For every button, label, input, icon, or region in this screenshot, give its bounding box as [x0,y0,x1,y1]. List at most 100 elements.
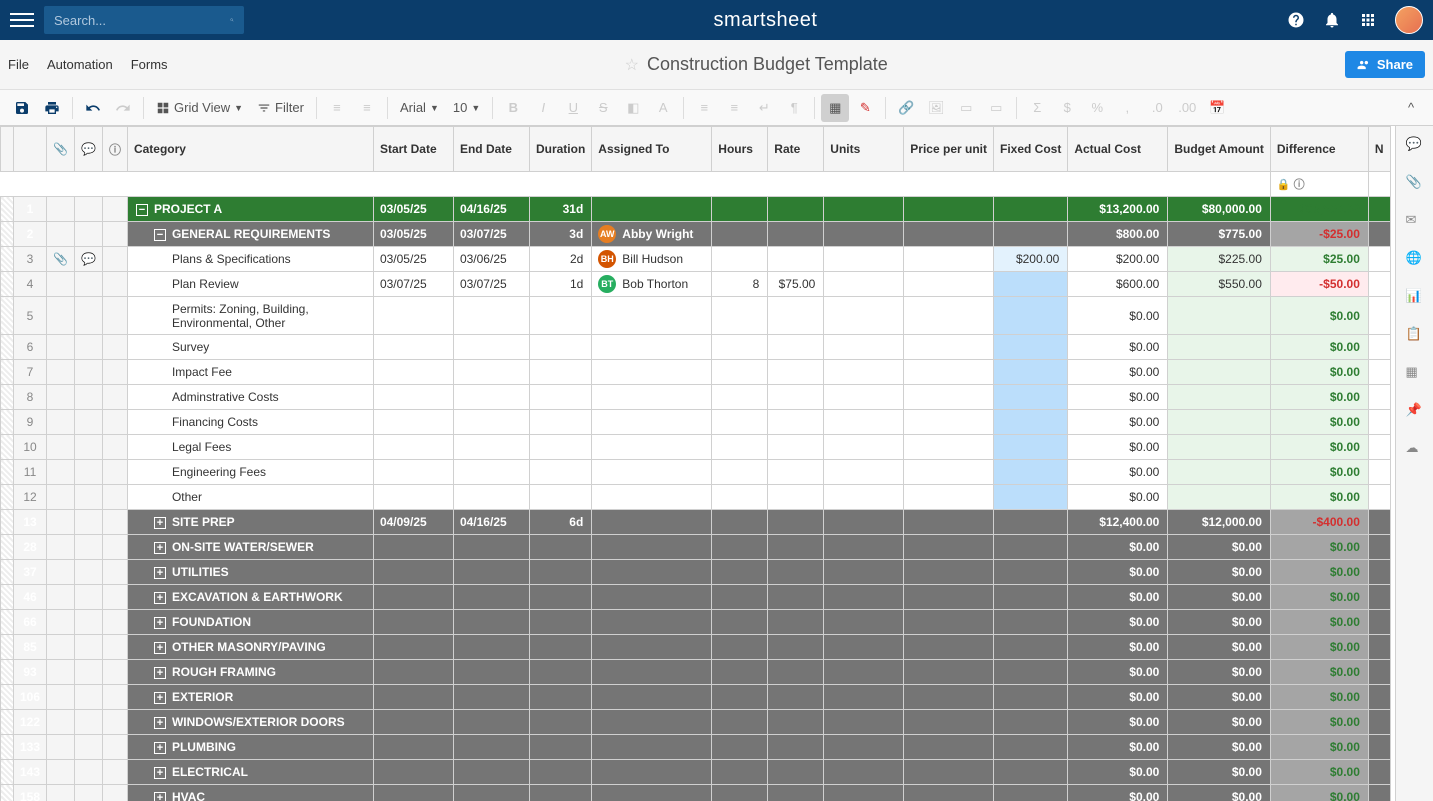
table-row[interactable]: 10Legal Fees$0.00$0.00 [1,435,1391,460]
fontsize-dropdown[interactable]: 10▼ [447,94,486,122]
table-row[interactable]: 46+EXCAVATION & EARTHWORK$0.00$0.00$0.00 [1,585,1391,610]
insert-icon[interactable]: ▭ [952,94,980,122]
undo-icon[interactable] [79,94,107,122]
doc-title[interactable]: Construction Budget Template [647,54,888,75]
col-rownum[interactable] [14,127,47,172]
col-units[interactable]: Units [824,127,904,172]
search-input[interactable] [54,13,230,28]
table-row[interactable]: 143+ELECTRICAL$0.00$0.00$0.00 [1,760,1391,785]
strike-icon[interactable]: S [589,94,617,122]
menu-file[interactable]: File [8,57,29,72]
col-end[interactable]: End Date [453,127,529,172]
col-n[interactable]: N [1368,127,1390,172]
help-icon[interactable] [1287,11,1305,29]
thousands-icon[interactable]: , [1113,94,1141,122]
table-row[interactable]: 6Survey$0.00$0.00 [1,335,1391,360]
expand-icon[interactable]: + [154,792,166,801]
user-avatar[interactable] [1395,6,1423,34]
expand-icon[interactable]: + [154,567,166,579]
table-row[interactable]: 93+ROUGH FRAMING$0.00$0.00$0.00 [1,660,1391,685]
table-row[interactable]: 3📎💬Plans & Specifications03/05/2503/06/2… [1,247,1391,272]
link-icon[interactable]: 🔗 [892,94,920,122]
table-row[interactable]: 5Permits: Zoning, Building, Environmenta… [1,297,1391,335]
table-row[interactable]: 28+ON-SITE WATER/SEWER$0.00$0.00$0.00 [1,535,1391,560]
table-row[interactable]: 7Impact Fee$0.00$0.00 [1,360,1391,385]
expand-icon[interactable]: + [154,717,166,729]
share-button[interactable]: Share [1345,51,1425,78]
notification-icon[interactable] [1323,11,1341,29]
remove-icon[interactable]: ▭ [982,94,1010,122]
col-diff[interactable]: Difference [1270,127,1368,172]
expand-icon[interactable]: − [136,204,148,216]
menu-automation[interactable]: Automation [47,57,113,72]
align-left-icon[interactable]: ≡ [690,94,718,122]
expand-icon[interactable]: + [154,667,166,679]
rail-brand-icon[interactable]: ▦ [1406,364,1424,382]
table-row[interactable]: 1−PROJECT A03/05/2504/16/2531d$13,200.00… [1,197,1391,222]
bold-icon[interactable]: B [499,94,527,122]
rail-attach-icon[interactable]: 📎 [1406,174,1424,192]
save-icon[interactable] [8,94,36,122]
table-row[interactable]: 158+HVAC$0.00$0.00$0.00 [1,785,1391,801]
rail-pin-icon[interactable]: 📌 [1406,402,1424,420]
col-budget[interactable]: Budget Amount [1168,127,1271,172]
expand-icon[interactable]: + [154,642,166,654]
col-actual[interactable]: Actual Cost [1068,127,1168,172]
pen-icon[interactable]: ✎ [851,94,879,122]
rail-proof-icon[interactable]: ✉ [1406,212,1424,230]
star-icon[interactable]: ☆ [625,55,639,75]
col-fixed[interactable]: Fixed Cost [993,127,1067,172]
rail-publish-icon[interactable]: 🌐 [1406,250,1424,268]
format-icon[interactable]: ¶ [780,94,808,122]
table-row[interactable]: 66+FOUNDATION$0.00$0.00$0.00 [1,610,1391,635]
table-row[interactable]: 9Financing Costs$0.00$0.00 [1,410,1391,435]
col-hours[interactable]: Hours [712,127,768,172]
col-category[interactable]: Category [127,127,373,172]
table-row[interactable]: 122+WINDOWS/EXTERIOR DOORS$0.00$0.00$0.0… [1,710,1391,735]
grid-view-dropdown[interactable]: Grid View▼ [150,94,249,122]
highlight-icon[interactable]: ▦ [821,94,849,122]
col-attach[interactable]: 📎 [47,127,75,172]
col-info[interactable]: ⓘ [102,127,127,172]
grid[interactable]: 📎 💬 ⓘ Category Start Date End Date Durat… [0,126,1395,801]
expand-icon[interactable]: + [154,617,166,629]
text-color-icon[interactable]: A [649,94,677,122]
wrap-icon[interactable]: ↵ [750,94,778,122]
align-center-icon[interactable]: ≡ [720,94,748,122]
expand-icon[interactable]: + [154,767,166,779]
table-row[interactable]: 8Adminstrative Costs$0.00$0.00 [1,385,1391,410]
rail-activity-icon[interactable]: 📊 [1406,288,1424,306]
expand-icon[interactable]: + [154,592,166,604]
expand-icon[interactable]: + [154,517,166,529]
date-icon[interactable]: 📅 [1203,94,1231,122]
fill-color-icon[interactable]: ◧ [619,94,647,122]
expand-icon[interactable]: + [154,692,166,704]
decimal-dec-icon[interactable]: .0 [1143,94,1171,122]
font-dropdown[interactable]: Arial▼ [394,94,445,122]
rail-summary-icon[interactable]: 📋 [1406,326,1424,344]
underline-icon[interactable]: U [559,94,587,122]
comment-icon[interactable]: 💬 [81,252,96,266]
table-row[interactable]: 12Other$0.00$0.00 [1,485,1391,510]
table-row[interactable]: 4Plan Review03/07/2503/07/251dBTBob Thor… [1,272,1391,297]
italic-icon[interactable]: I [529,94,557,122]
expand-icon[interactable]: + [154,542,166,554]
currency-icon[interactable]: $ [1053,94,1081,122]
rail-comment-icon[interactable]: 💬 [1406,136,1424,154]
col-duration[interactable]: Duration [529,127,591,172]
table-row[interactable]: 2−GENERAL REQUIREMENTS03/05/2503/07/253d… [1,222,1391,247]
table-row[interactable]: 85+OTHER MASONRY/PAVING$0.00$0.00$0.00 [1,635,1391,660]
table-row[interactable]: 133+PLUMBING$0.00$0.00$0.00 [1,735,1391,760]
col-assigned[interactable]: Assigned To [592,127,712,172]
decimal-inc-icon[interactable]: .00 [1173,94,1201,122]
sum-icon[interactable]: Σ [1023,94,1051,122]
table-row[interactable]: 37+UTILITIES$0.00$0.00$0.00 [1,560,1391,585]
menu-icon[interactable] [10,8,34,32]
apps-icon[interactable] [1359,11,1377,29]
expand-icon[interactable]: − [154,229,166,241]
col-price[interactable]: Price per unit [904,127,994,172]
rail-cloud-icon[interactable]: ☁ [1406,440,1424,458]
attach-icon[interactable]: 📎 [53,252,68,266]
table-row[interactable]: 11Engineering Fees$0.00$0.00 [1,460,1391,485]
percent-icon[interactable]: % [1083,94,1111,122]
